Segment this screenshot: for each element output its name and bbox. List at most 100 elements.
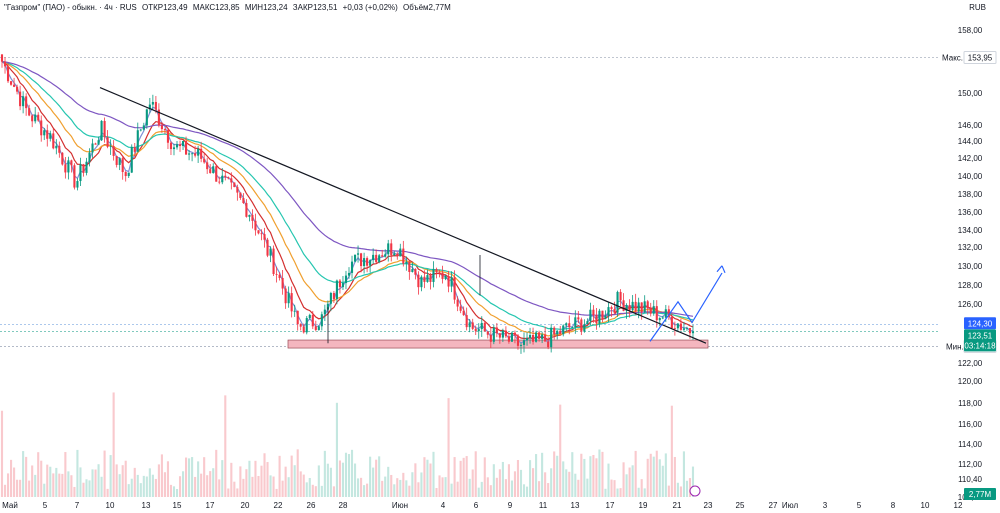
- candle-body: [622, 300, 625, 311]
- volume-bar: [664, 453, 667, 497]
- volume-bar: [682, 451, 685, 497]
- volume-bar: [640, 479, 643, 497]
- countdown-tag: 03:14:18: [964, 341, 996, 350]
- candle-body: [429, 275, 432, 282]
- candle-body: [559, 330, 562, 335]
- candle-body: [106, 137, 109, 147]
- candle-body: [3, 61, 7, 67]
- volume-bar: [486, 477, 489, 497]
- candle-body: [260, 233, 263, 235]
- volume-bar: [320, 485, 323, 497]
- volume-bar: [269, 475, 272, 497]
- max-label: Макс.: [942, 53, 963, 62]
- support-zone-rect: [287, 339, 709, 349]
- candle-body: [142, 125, 145, 130]
- volume-bar: [257, 475, 260, 497]
- volume-bar: [616, 488, 619, 497]
- volume-bar: [580, 453, 583, 497]
- candle-body: [420, 276, 423, 288]
- candle-body: [344, 275, 348, 284]
- time-tick: Май: [2, 501, 18, 510]
- candle-body: [13, 84, 16, 87]
- volume-bar: [278, 455, 281, 497]
- volume-bar: [447, 398, 450, 497]
- candle-body: [28, 108, 31, 116]
- candle-body: [565, 323, 568, 326]
- candle-body: [528, 334, 532, 339]
- candle-body: [468, 322, 471, 328]
- time-axis[interactable]: Май 5 7 10 13 15 17 20 22 26 28 Июн 4 6 9 11 13 17 19 21 23 2…: [2, 501, 963, 510]
- volume-bar: [459, 460, 462, 497]
- volume-bar: [233, 481, 236, 497]
- volume-bar: [673, 456, 676, 497]
- candle-body: [544, 334, 547, 342]
- volume-bar: [82, 482, 85, 497]
- candle-body: [58, 145, 61, 153]
- candle-body: [414, 269, 417, 275]
- volume-bar: [329, 467, 332, 497]
- candle-body: [676, 323, 679, 329]
- price-tick: 122,00: [958, 359, 983, 368]
- open-value: ОТКР123,49: [142, 3, 188, 12]
- projection-arrow: [649, 272, 723, 342]
- volume-bar: [169, 484, 173, 497]
- time-tick: 7: [75, 501, 80, 510]
- volume-bar: [438, 475, 441, 497]
- volume-bar: [405, 480, 408, 497]
- volume-bar: [553, 451, 556, 497]
- candle-body: [79, 164, 82, 182]
- volume-bar: [417, 482, 420, 497]
- candle-body: [73, 165, 76, 188]
- volume-bar: [369, 456, 372, 497]
- candle-body: [411, 269, 414, 272]
- volume-bar: [40, 460, 43, 497]
- candle-body: [492, 327, 495, 342]
- volume-bar: [163, 472, 166, 497]
- max-value-tag-bg: [963, 50, 997, 64]
- candle-body: [402, 248, 405, 264]
- volume-bar: [302, 474, 305, 497]
- time-tick: Июл: [782, 501, 799, 510]
- time-tick: 6: [474, 501, 479, 510]
- candle-body: [112, 146, 115, 156]
- candle-body: [34, 114, 37, 122]
- volume-bar: [426, 459, 429, 497]
- candle-body: [595, 315, 598, 324]
- symbol-title[interactable]: "Газпром" (ПАО) - обыкн. · 4ч · RUS: [4, 3, 137, 12]
- volume-bar: [396, 478, 399, 497]
- candle-body: [181, 141, 185, 147]
- currency-label[interactable]: RUB: [969, 3, 986, 12]
- volume-bar: [172, 486, 176, 497]
- time-tick: 25: [736, 501, 745, 510]
- candle-body: [589, 309, 592, 322]
- volume-bar: [643, 488, 646, 497]
- volume-bar: [344, 452, 348, 497]
- volume-bar: [516, 459, 520, 497]
- candle-body: [652, 306, 655, 314]
- candle-body: [574, 317, 577, 328]
- candle-body: [16, 86, 19, 92]
- volume-bar: [441, 477, 444, 497]
- candle-body: [628, 304, 631, 311]
- candle-body: [477, 329, 480, 332]
- volume-bar: [200, 473, 203, 497]
- volume-bar: [112, 392, 115, 497]
- volume-bar: [649, 453, 652, 497]
- price-tick: 146,00: [958, 121, 983, 130]
- volume-bar: [356, 478, 360, 497]
- volume-bar: [88, 480, 91, 497]
- candle-body: [6, 66, 10, 82]
- candle-body: [308, 314, 311, 319]
- upper-price-tag: 124,30: [968, 319, 993, 328]
- candle-body: [483, 322, 486, 332]
- candle-body: [46, 130, 49, 139]
- volume-bar: [483, 457, 486, 497]
- volume-bar: [381, 480, 384, 497]
- candle-body: [583, 324, 586, 332]
- volume-bar: [181, 471, 185, 497]
- volume-bar: [6, 473, 10, 497]
- price-axis[interactable]: 158,00 150,00 146,00 144,00 142,00 140,00 138,…: [958, 26, 983, 502]
- price-tick: 128,00: [958, 281, 983, 290]
- last-price-tag: 123,51: [968, 331, 993, 340]
